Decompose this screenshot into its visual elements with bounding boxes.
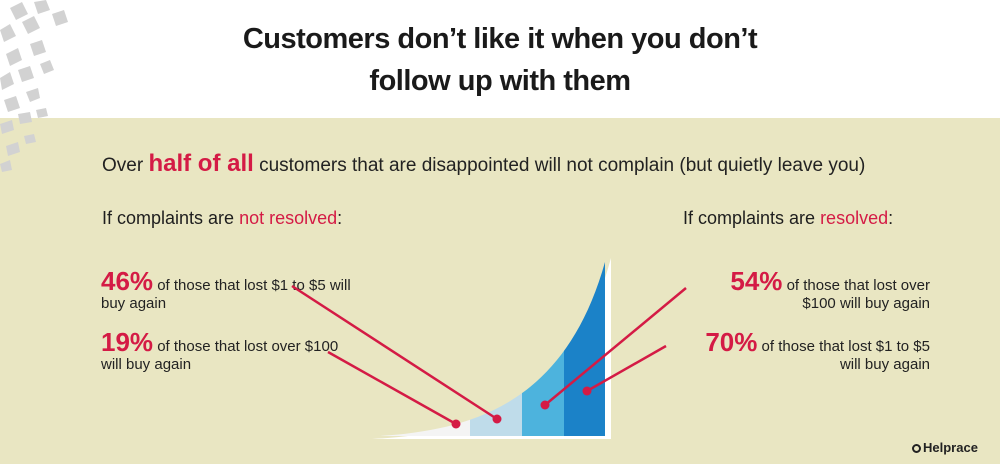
stat-text: of those that lost over $100 will buy ag… xyxy=(782,277,930,312)
headline-before: Over xyxy=(102,155,149,176)
curve-segment-2 xyxy=(470,262,522,436)
marker-dot xyxy=(492,414,502,424)
stat-percent: 70% xyxy=(705,327,758,357)
resolved-heading: If complaints are resolved: xyxy=(683,208,893,229)
curve-segment-1 xyxy=(380,262,470,436)
stat-resolved-small-loss: 70% of those that lost $1 to $5 will buy… xyxy=(688,329,930,374)
not-resolved-heading-colon: : xyxy=(337,208,343,228)
title-line-1: Customers don’t like it when you don’t xyxy=(242,23,758,55)
curve-segment-3 xyxy=(522,262,564,436)
stat-not-resolved-small-loss: 46% of those that lost $1 to $5 will buy… xyxy=(101,268,361,313)
connector-54 xyxy=(544,287,687,406)
stat-percent: 54% xyxy=(730,266,783,296)
stat-text: of those that lost $1 to $5 will buy aga… xyxy=(101,277,351,312)
title-line-2: follow up with them xyxy=(369,65,631,97)
headline: Over half of all customers that are disa… xyxy=(102,150,865,178)
connector-46 xyxy=(291,284,498,421)
brand-logo: Helprace xyxy=(912,440,978,455)
not-resolved-heading-emphasis: not resolved xyxy=(239,208,338,228)
headline-after: customers that are disappointed will not… xyxy=(253,155,866,176)
marker-dot xyxy=(540,400,550,410)
marker-dot xyxy=(451,419,461,429)
curve-segment-4 xyxy=(564,262,605,436)
stat-resolved-large-loss: 54% of those that lost over $100 will bu… xyxy=(705,268,930,313)
content-panel xyxy=(0,118,1000,464)
resolved-heading-colon: : xyxy=(888,208,894,228)
not-resolved-heading-prefix: If complaints are xyxy=(102,208,240,228)
marker-dot xyxy=(582,386,592,396)
page-title: Customers don’t like it when you don’t f… xyxy=(0,18,1000,102)
stat-percent: 46% xyxy=(101,266,154,296)
resolved-heading-prefix: If complaints are xyxy=(683,208,821,228)
brand-ring-icon xyxy=(912,444,921,453)
not-resolved-heading: If complaints are not resolved: xyxy=(102,208,342,229)
resolved-heading-emphasis: resolved xyxy=(820,208,889,228)
connector-19 xyxy=(327,350,457,426)
stat-text: of those that lost $1 to $5 will buy aga… xyxy=(757,338,930,373)
connector-70 xyxy=(586,344,667,393)
headline-highlight: half of all xyxy=(148,150,254,177)
checkered-swirl-decoration xyxy=(0,0,68,172)
brand-name: Helprace xyxy=(923,440,978,455)
stat-not-resolved-large-loss: 19% of those that lost over $100 will bu… xyxy=(101,329,361,374)
stat-text: of those that lost over $100 will buy ag… xyxy=(101,338,339,373)
stat-percent: 19% xyxy=(101,327,154,357)
